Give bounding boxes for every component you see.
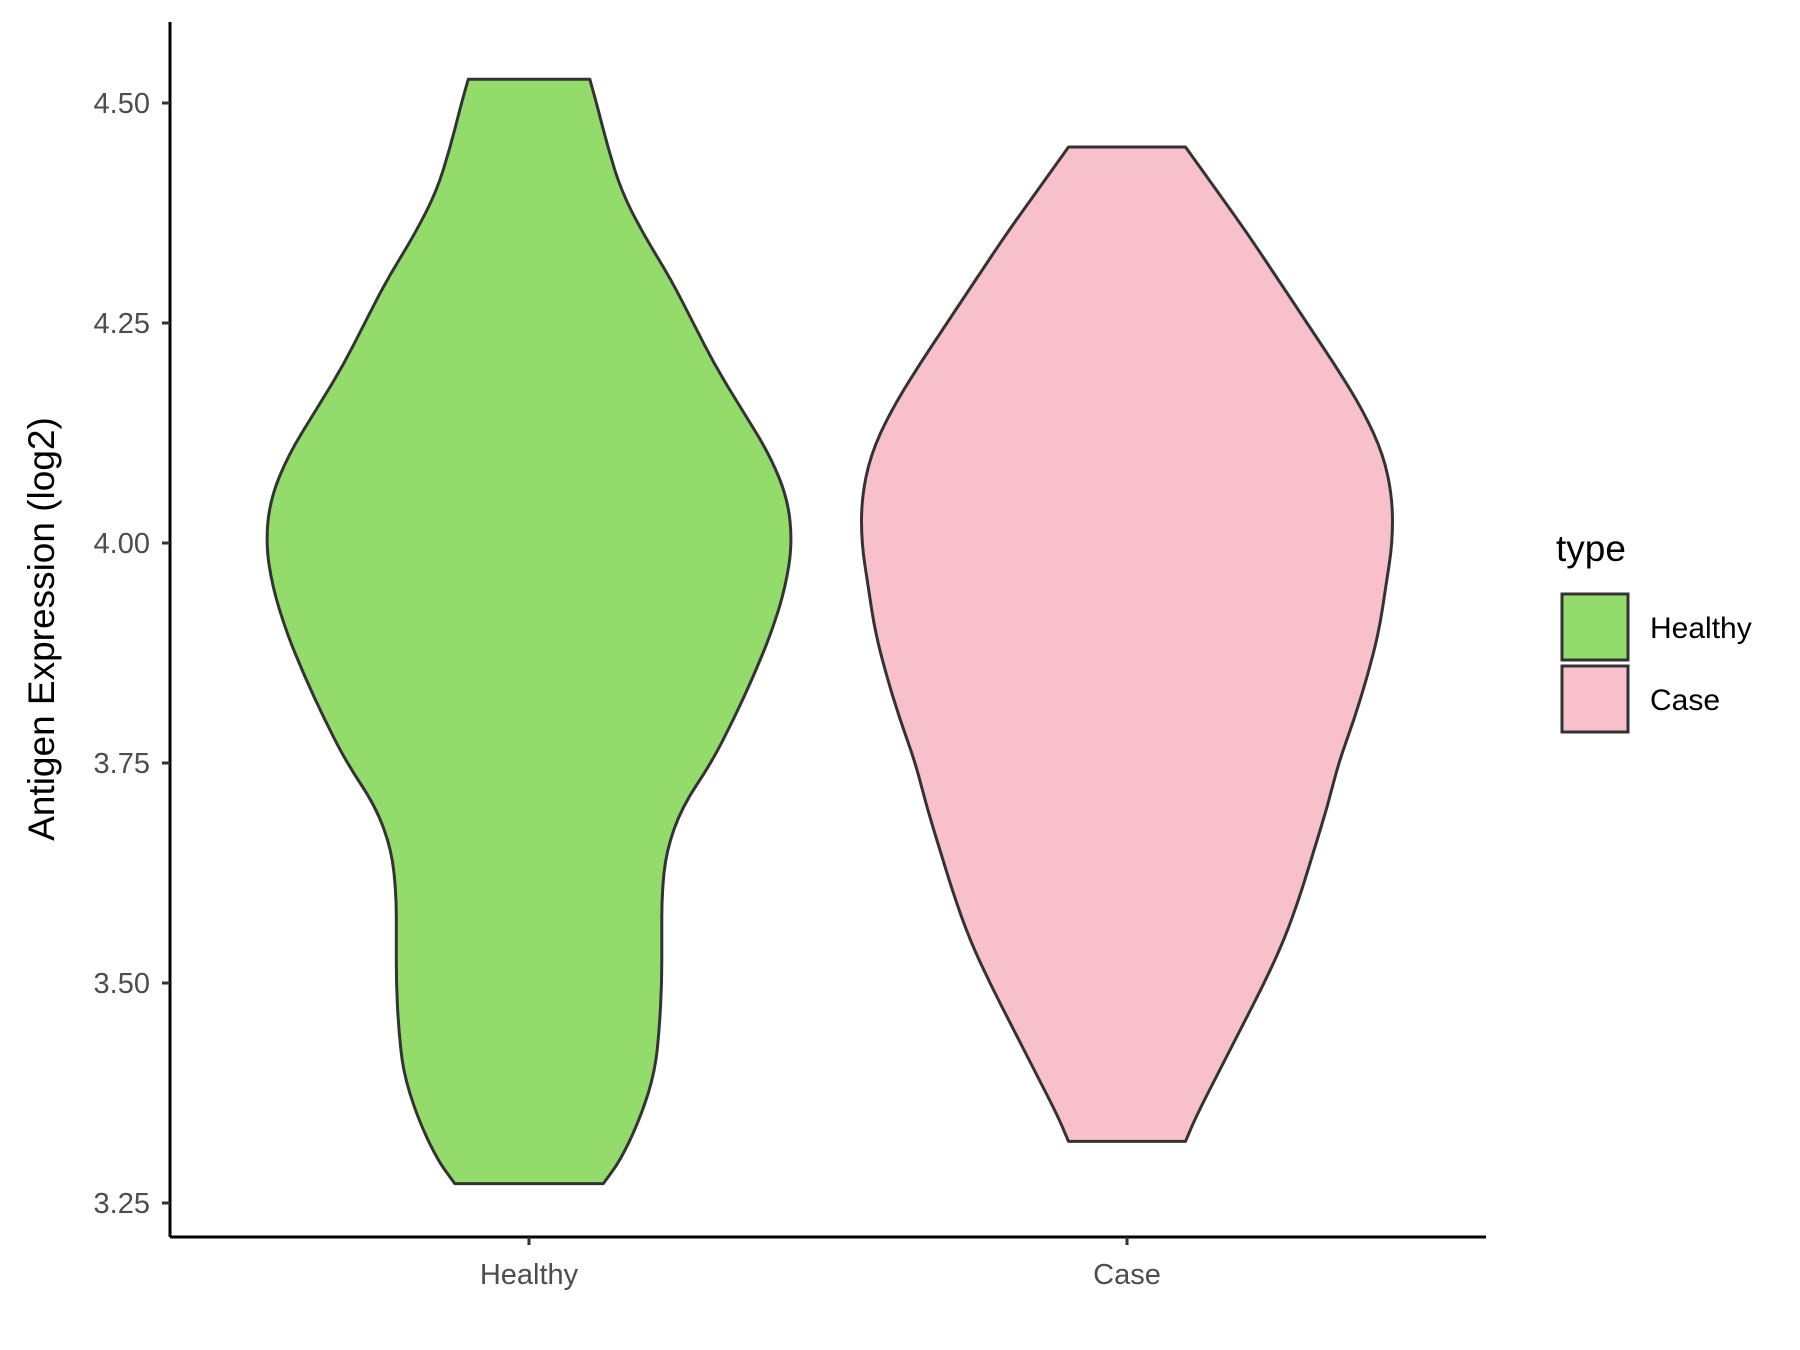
violin-case [860, 145, 1394, 1143]
y-axis-title: Antigen Expression (log2) [21, 417, 62, 841]
legend-swatch-healthy [1560, 592, 1630, 662]
y-axis-ticks: 3.25 3.50 3.75 4.00 4.25 4.50 [94, 88, 170, 1220]
violin-healthy [265, 77, 793, 1186]
legend-swatch-case [1560, 664, 1630, 734]
y-tick-label: 3.75 [94, 748, 150, 780]
legend-title: type [1556, 528, 1626, 569]
legend-label-case: Case [1650, 684, 1720, 717]
y-tick-label: 3.25 [94, 1188, 150, 1220]
violin-group [265, 77, 1394, 1186]
legend: type Healthy Case [1556, 528, 1752, 734]
legend-label-healthy: Healthy [1650, 612, 1752, 645]
x-tick-label: Healthy [480, 1259, 579, 1291]
x-tick-label: Case [1093, 1259, 1161, 1291]
y-tick-label: 4.50 [94, 88, 150, 120]
y-tick-label: 3.50 [94, 968, 150, 1000]
y-tick-label: 4.25 [94, 308, 150, 340]
y-tick-label: 4.00 [94, 528, 150, 560]
x-axis-ticks: Healthy Case [480, 1237, 1161, 1291]
